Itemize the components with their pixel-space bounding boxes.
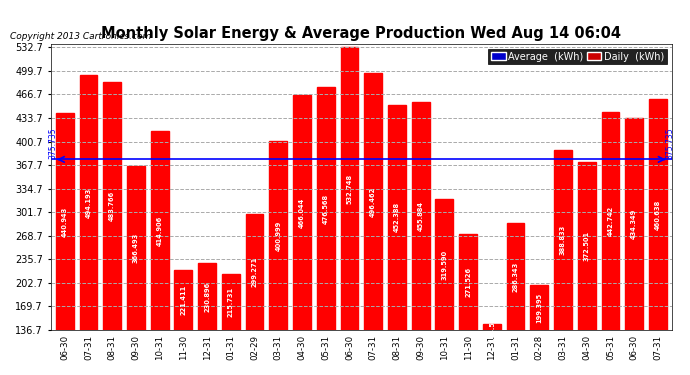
Bar xyxy=(649,99,667,375)
Text: 496.462: 496.462 xyxy=(371,186,376,217)
Bar xyxy=(175,270,193,375)
Text: 199.395: 199.395 xyxy=(536,292,542,323)
Bar xyxy=(483,324,501,375)
Title: Monthly Solar Energy & Average Production Wed Aug 14 06:04: Monthly Solar Energy & Average Productio… xyxy=(101,26,621,41)
Text: 494.193: 494.193 xyxy=(86,187,92,218)
Text: Copyright 2013 Cartronics.com: Copyright 2013 Cartronics.com xyxy=(10,32,152,41)
Text: 442.742: 442.742 xyxy=(607,206,613,236)
Text: 230.896: 230.896 xyxy=(204,281,210,312)
Bar xyxy=(222,274,239,375)
Text: 299.271: 299.271 xyxy=(252,257,257,287)
Text: 483.766: 483.766 xyxy=(109,191,115,221)
Bar xyxy=(602,112,620,375)
Bar xyxy=(412,102,430,375)
Text: 452.388: 452.388 xyxy=(394,202,400,232)
Text: 455.884: 455.884 xyxy=(417,201,424,231)
Bar xyxy=(317,87,335,375)
Bar xyxy=(341,47,358,375)
Text: 466.044: 466.044 xyxy=(299,197,305,228)
Text: 460.638: 460.638 xyxy=(655,199,661,230)
Bar xyxy=(625,118,643,375)
Bar xyxy=(531,285,548,375)
Text: 532.748: 532.748 xyxy=(346,174,353,204)
Bar xyxy=(269,141,287,375)
Bar xyxy=(198,263,216,375)
Bar xyxy=(435,200,453,375)
Text: 400.999: 400.999 xyxy=(275,220,282,251)
Bar xyxy=(506,223,524,375)
Bar xyxy=(293,95,311,375)
Bar xyxy=(554,150,572,375)
Text: 271.526: 271.526 xyxy=(465,267,471,297)
Text: 286.343: 286.343 xyxy=(513,261,519,292)
Bar xyxy=(127,166,145,375)
Bar xyxy=(150,132,168,375)
Text: 414.906: 414.906 xyxy=(157,216,163,246)
Text: 388.833: 388.833 xyxy=(560,225,566,255)
Text: 372.501: 372.501 xyxy=(584,231,590,261)
Text: 476.568: 476.568 xyxy=(323,194,328,224)
Bar xyxy=(388,105,406,375)
Legend: Average  (kWh), Daily  (kWh): Average (kWh), Daily (kWh) xyxy=(488,49,667,64)
Bar xyxy=(104,82,121,375)
Text: 434.349: 434.349 xyxy=(631,209,637,239)
Text: 375.735: 375.735 xyxy=(48,127,57,159)
Text: 375.735: 375.735 xyxy=(666,127,675,159)
Bar xyxy=(578,162,595,375)
Bar xyxy=(246,214,264,375)
Text: 366.493: 366.493 xyxy=(133,233,139,263)
Text: 440.943: 440.943 xyxy=(61,206,68,237)
Text: 221.411: 221.411 xyxy=(180,285,186,315)
Bar xyxy=(459,234,477,375)
Bar xyxy=(79,75,97,375)
Text: 319.590: 319.590 xyxy=(442,250,447,280)
Bar xyxy=(56,113,74,375)
Text: 215.731: 215.731 xyxy=(228,287,234,317)
Text: 144.501: 144.501 xyxy=(489,312,495,342)
Bar xyxy=(364,73,382,375)
